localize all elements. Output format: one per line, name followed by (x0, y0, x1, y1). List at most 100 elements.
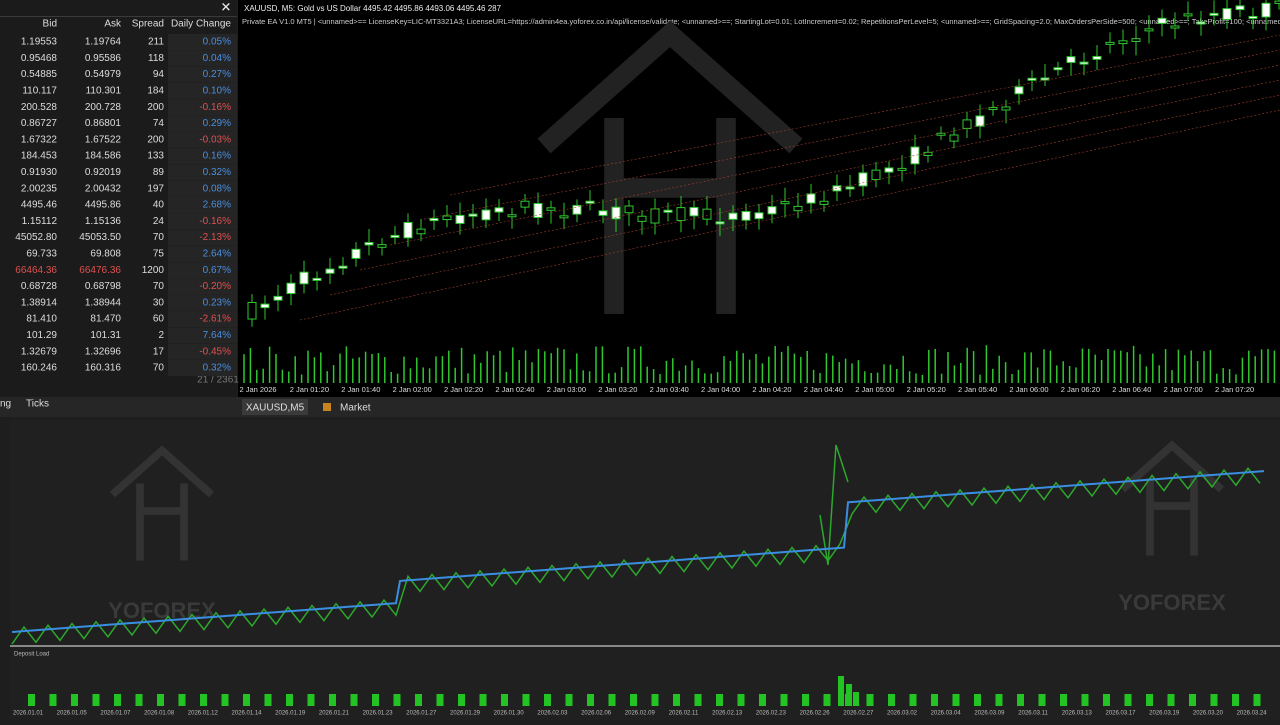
tab-icon (323, 403, 331, 411)
tab[interactable]: ng (0, 399, 11, 410)
load-bar (178, 694, 186, 706)
x-tick-label: 2 Jan 07:00 (1164, 385, 1203, 394)
watermark: YOFOREX (108, 598, 216, 623)
load-bar (436, 694, 444, 706)
cell: 0.08% (203, 183, 231, 194)
row-bg (168, 245, 237, 262)
close-button[interactable]: ✕ (221, 0, 232, 14)
chart-tab[interactable]: XAUUSD,M5 (246, 403, 305, 414)
cell: 70 (153, 363, 165, 374)
load-bar (1210, 694, 1218, 706)
candle (481, 209, 491, 221)
date-label: 2026.02.23 (756, 711, 787, 717)
candle (442, 215, 452, 221)
date-label: 2026.02.06 (581, 711, 612, 717)
date-label: 2026.03.04 (931, 711, 962, 717)
cell: 60 (153, 314, 165, 325)
cell: 2.00432 (85, 183, 122, 194)
x-tick-label: 2 Jan 04:20 (752, 385, 791, 394)
load-bar (307, 694, 315, 706)
load-bar (264, 694, 272, 706)
chart-tab[interactable]: Market (340, 403, 371, 414)
candle (390, 234, 400, 238)
row-bg (168, 164, 237, 181)
candle (689, 206, 699, 217)
candle (637, 215, 647, 222)
cell: 1.15112 (22, 216, 58, 227)
candle (273, 295, 283, 301)
cell: 75 (153, 249, 165, 260)
load-bar (393, 694, 401, 706)
cell: 0.91930 (21, 167, 58, 178)
cell: 17 (153, 346, 165, 357)
x-tick-label: 2 Jan 06:40 (1112, 385, 1151, 394)
cell: 160.246 (21, 363, 58, 374)
x-tick-label: 2 Jan 02:00 (393, 385, 432, 394)
cell: 1.67522 (85, 134, 122, 145)
cell: 211 (148, 37, 164, 48)
column-header: Spread (132, 19, 164, 30)
cell: 1200 (142, 265, 165, 276)
cell: 7.64% (203, 330, 231, 341)
market-footer: 21 / 2361 (197, 375, 239, 386)
date-label: 2026.03.19 (1149, 711, 1180, 717)
load-bar (802, 694, 809, 706)
load-bar (200, 694, 207, 706)
candle (364, 242, 374, 246)
candle (910, 146, 920, 165)
x-tick-label: 2 Jan 05:40 (958, 385, 997, 394)
candle (1261, 2, 1271, 18)
candle (676, 207, 686, 222)
date-label: 2026.01.01 (13, 711, 44, 717)
x-tick-label: 2 Jan 02:20 (444, 385, 483, 394)
candle (585, 200, 595, 204)
load-bar (415, 694, 422, 706)
load-bar (1124, 694, 1132, 706)
cell: -2.61% (199, 314, 231, 325)
cell: 200.528 (21, 102, 58, 113)
logo-shape (1119, 440, 1225, 556)
load-bar (114, 694, 121, 706)
cell: 0.04% (203, 53, 231, 64)
active-tab[interactable] (242, 399, 308, 415)
cell: 0.10% (203, 86, 231, 97)
cell: 0.68798 (85, 281, 122, 292)
date-label: 2026.01.29 (450, 711, 481, 717)
cell: 2.68% (203, 200, 231, 211)
cell: 0.32% (203, 167, 231, 178)
cell: 101.29 (26, 330, 57, 341)
date-label: 2026.03.17 (1105, 711, 1136, 717)
order-line (329, 94, 1280, 296)
tab[interactable]: Ticks (26, 399, 49, 410)
date-label: 2026.03.09 (974, 711, 1005, 717)
chart-header: XAUUSD, M5: Gold vs US Dollar 4495.42 44… (244, 4, 502, 13)
cell: 184.453 (21, 151, 58, 162)
cell: 110.301 (86, 86, 122, 97)
candle (1196, 21, 1206, 25)
cell: 1.67322 (21, 134, 58, 145)
load-bar (135, 694, 143, 706)
cell: 0.32% (203, 363, 231, 374)
candle (949, 134, 959, 142)
candle (429, 217, 439, 222)
x-tick-label: 2 Jan 02:40 (495, 385, 534, 394)
load-bar (759, 694, 766, 706)
load-bar (673, 694, 680, 706)
row-bg (168, 311, 237, 328)
cell: -2.13% (199, 232, 231, 243)
load-bar (329, 694, 336, 706)
candle (936, 132, 946, 136)
candle (702, 208, 712, 220)
load-bar (995, 694, 1003, 706)
price-chart (238, 0, 1280, 397)
date-label: 2026.01.23 (363, 711, 394, 717)
cell: 1.15136 (85, 216, 122, 227)
row-bg (168, 327, 237, 344)
order-line (389, 64, 1280, 246)
load-bar (479, 694, 487, 706)
x-tick-label: 2 Jan 01:40 (341, 385, 380, 394)
cell: 101.31 (90, 330, 121, 341)
candle (416, 228, 426, 235)
cell: -0.20% (199, 281, 231, 292)
